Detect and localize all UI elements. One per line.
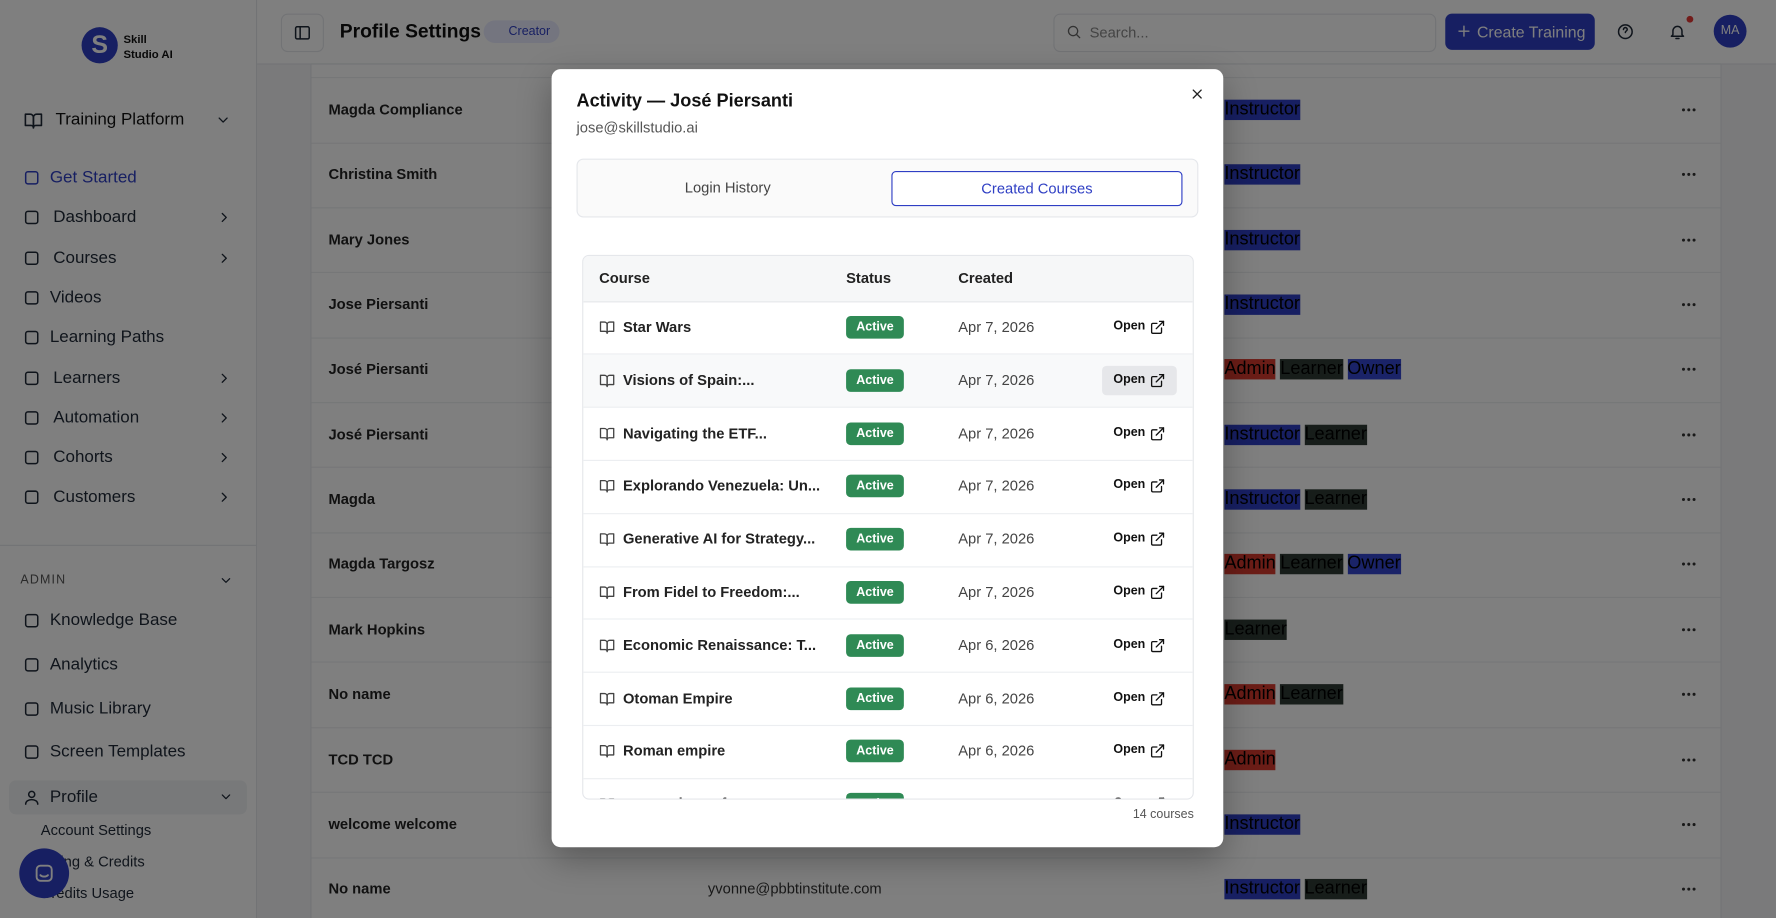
external-icon: [1150, 372, 1166, 388]
book-icon: [599, 478, 615, 494]
created-date: Apr 7, 2026: [958, 371, 1035, 389]
courses-table: Course Status Created Star Wars Active Apr 7,…: [582, 254, 1194, 800]
column-header: Status: [846, 269, 892, 287]
modal-email: jose@skillstudio.ai: [576, 118, 698, 136]
open-button[interactable]: Open: [1102, 737, 1177, 766]
created-date: Apr 7, 2026: [958, 318, 1035, 336]
status-badge: Active: [846, 422, 904, 445]
open-label[interactable]: Open: [1113, 796, 1145, 798]
external-icon: [1150, 690, 1166, 706]
course-name: Visions of Spain:...: [622, 371, 755, 389]
book-icon: [599, 319, 615, 335]
external-icon: [1150, 743, 1166, 759]
course-name: Economic Renaissance: T...: [622, 636, 817, 654]
book-icon: [599, 796, 615, 799]
book-icon: [599, 372, 615, 388]
course-name: From Fidel to Freedom:...: [622, 583, 800, 601]
open-button[interactable]: Open: [1102, 631, 1177, 660]
status-badge: Active: [846, 634, 904, 657]
created-date: Apr 6, 2026: [958, 742, 1035, 760]
created-date: Apr 6, 2026: [958, 689, 1035, 707]
row-divider: [583, 459, 1193, 461]
open-button[interactable]: Open: [1102, 790, 1177, 799]
open-button[interactable]: Open: [1102, 472, 1177, 501]
external-icon: [1150, 796, 1166, 799]
row-divider: [583, 353, 1193, 355]
created-date: Apr 7, 2026: [958, 477, 1035, 495]
book-icon: [599, 584, 615, 600]
row-divider: [583, 671, 1193, 673]
tab[interactable]: Created Courses: [891, 171, 1183, 207]
column-header: Created: [958, 269, 1014, 287]
course-name: Navigating the ETF...: [622, 424, 767, 442]
open-label[interactable]: Open: [1113, 372, 1146, 387]
open-label[interactable]: Open: [1113, 637, 1146, 652]
row-divider: [583, 565, 1193, 567]
course-name: Generative AI for Strat...: [623, 795, 791, 798]
course-name: Star Wars: [622, 318, 692, 336]
row-divider: [583, 512, 1193, 514]
column-header: Course: [599, 269, 650, 287]
open-button[interactable]: Open: [1102, 365, 1177, 396]
modal-title: Activity — José Piersanti: [576, 91, 794, 111]
row-divider: [583, 618, 1193, 620]
status-badge: Active: [846, 369, 904, 392]
open-button[interactable]: Open: [1102, 313, 1177, 342]
status-badge: Active: [846, 475, 904, 498]
table-header: [583, 255, 1193, 303]
created-date: Apr 6, 2026: [958, 636, 1035, 654]
created-date: Apr 6, 2026: [958, 795, 1034, 798]
open-label[interactable]: Open: [1113, 531, 1146, 546]
open-button[interactable]: Open: [1102, 525, 1177, 554]
open-label[interactable]: Open: [1113, 319, 1146, 333]
external-icon: [1150, 637, 1166, 653]
status-badge: Active: [846, 793, 904, 799]
row-divider: [583, 724, 1193, 726]
status-badge: Active: [846, 316, 904, 339]
status-badge: Active: [846, 740, 904, 763]
status-badge: Active: [846, 528, 904, 551]
external-icon: [1150, 478, 1166, 494]
course-name: Roman empire: [622, 742, 726, 760]
tab[interactable]: Login History: [684, 178, 771, 196]
created-date: Apr 7, 2026: [958, 530, 1035, 548]
close-button[interactable]: [1189, 86, 1205, 102]
book-icon: [599, 690, 615, 706]
open-label[interactable]: Open: [1113, 584, 1146, 599]
open-label[interactable]: Open: [1113, 425, 1146, 440]
course-name: Explorando Venezuela: Un...: [622, 477, 821, 495]
external-icon: [1150, 531, 1166, 547]
open-button[interactable]: Open: [1102, 419, 1177, 448]
open-button[interactable]: Open: [1102, 578, 1177, 607]
open-label[interactable]: Open: [1113, 478, 1146, 493]
created-date: Apr 7, 2026: [958, 424, 1035, 442]
created-date: Apr 7, 2026: [958, 583, 1035, 601]
row-divider: [583, 777, 1193, 779]
external-icon: [1150, 319, 1166, 335]
modal: Activity — José Piersanti jose@skillstudi…: [551, 69, 1224, 848]
status-badge: Active: [846, 581, 904, 604]
book-icon: [599, 743, 615, 759]
open-label[interactable]: Open: [1113, 690, 1146, 705]
external-icon: [1150, 425, 1166, 441]
open-label[interactable]: Open: [1113, 743, 1146, 758]
course-name: Otoman Empire: [622, 689, 733, 707]
courses-count: 14 courses: [1132, 807, 1194, 822]
book-icon: [599, 425, 615, 441]
book-icon: [599, 531, 615, 547]
course-name: Generative AI for Strategy...: [622, 530, 816, 548]
open-button[interactable]: Open: [1102, 684, 1177, 713]
external-icon: [1150, 584, 1166, 600]
row-divider: [583, 406, 1193, 408]
book-icon: [599, 637, 615, 653]
status-badge: Active: [846, 687, 904, 710]
